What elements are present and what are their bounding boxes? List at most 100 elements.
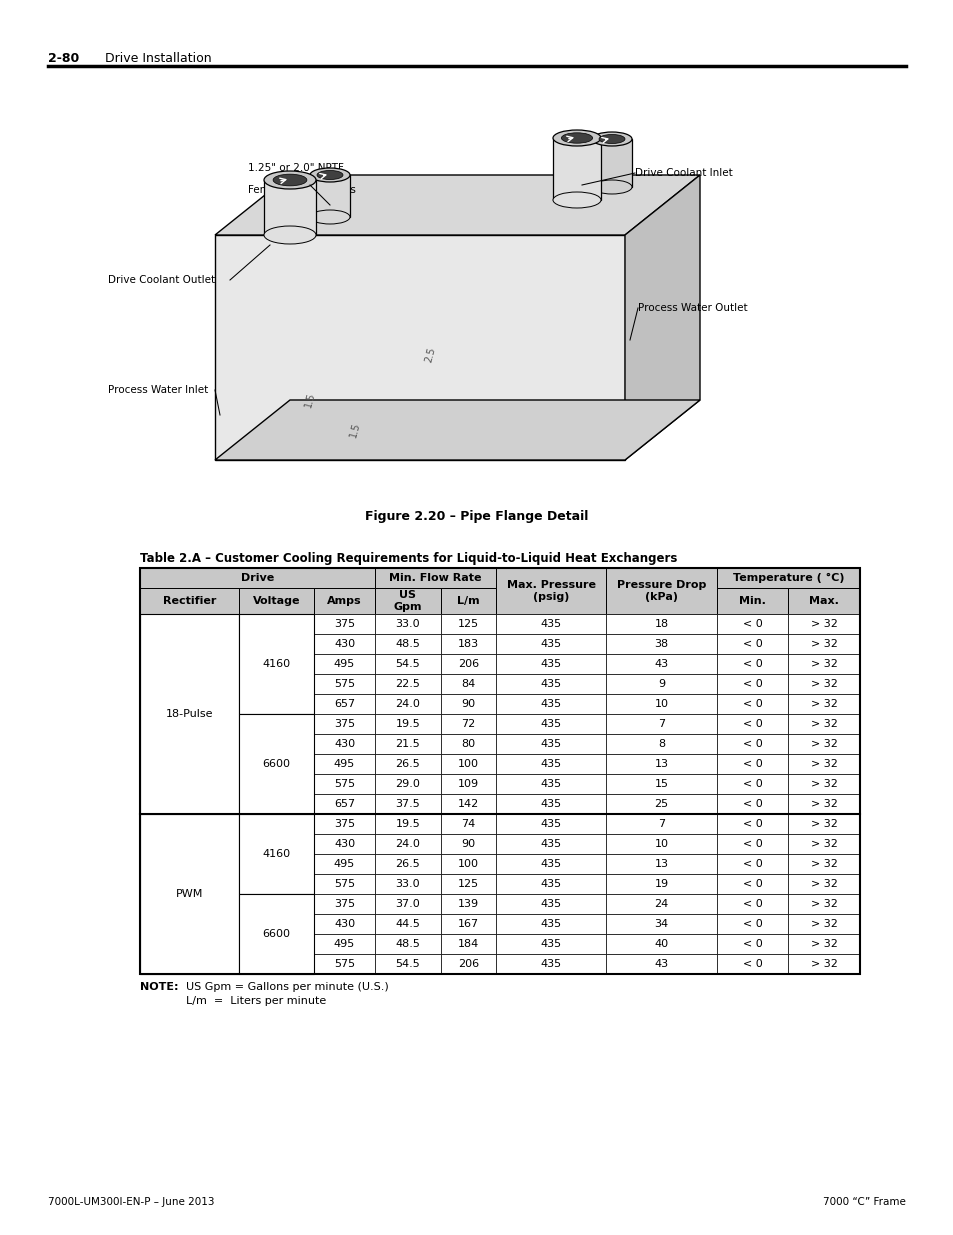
Text: 37.0: 37.0 bbox=[395, 899, 420, 909]
Bar bbox=[375, 914, 440, 934]
Text: Figure 2.20 – Pipe Flange Detail: Figure 2.20 – Pipe Flange Detail bbox=[365, 510, 588, 522]
Text: 18-Pulse: 18-Pulse bbox=[166, 709, 213, 719]
Bar bbox=[375, 655, 440, 674]
Text: 1.25" or 2.0" NPTF: 1.25" or 2.0" NPTF bbox=[248, 163, 343, 173]
Bar bbox=[239, 894, 314, 914]
Text: > 32: > 32 bbox=[810, 719, 837, 729]
Bar bbox=[606, 634, 716, 655]
Bar bbox=[314, 894, 375, 914]
Text: < 0: < 0 bbox=[741, 939, 761, 948]
Text: 435: 435 bbox=[540, 899, 561, 909]
Bar bbox=[787, 894, 859, 914]
Bar bbox=[239, 614, 314, 634]
Bar bbox=[239, 674, 314, 694]
Bar bbox=[606, 674, 716, 694]
Text: > 32: > 32 bbox=[810, 760, 837, 769]
Text: 38: 38 bbox=[654, 638, 668, 650]
Text: > 32: > 32 bbox=[810, 679, 837, 689]
Bar bbox=[375, 694, 440, 714]
Bar bbox=[787, 755, 859, 774]
Bar bbox=[606, 894, 716, 914]
Text: Table 2.A – Customer Cooling Requirements for Liquid-to-Liquid Heat Exchangers: Table 2.A – Customer Cooling Requirement… bbox=[140, 552, 677, 564]
Bar bbox=[375, 934, 440, 953]
Bar bbox=[496, 894, 606, 914]
Bar bbox=[716, 894, 787, 914]
Bar bbox=[606, 934, 716, 953]
Bar bbox=[239, 814, 314, 894]
Ellipse shape bbox=[264, 170, 315, 189]
Ellipse shape bbox=[264, 226, 315, 245]
Bar bbox=[716, 588, 787, 614]
Text: > 32: > 32 bbox=[810, 819, 837, 829]
Text: 109: 109 bbox=[457, 779, 478, 789]
Bar bbox=[496, 568, 606, 614]
Ellipse shape bbox=[592, 132, 631, 146]
Bar bbox=[140, 794, 239, 814]
Text: > 32: > 32 bbox=[810, 779, 837, 789]
Text: 74: 74 bbox=[461, 819, 476, 829]
Bar bbox=[140, 814, 239, 974]
Text: 375: 375 bbox=[334, 899, 355, 909]
Bar bbox=[440, 814, 496, 834]
Bar bbox=[239, 634, 314, 655]
Text: 430: 430 bbox=[334, 839, 355, 848]
Text: < 0: < 0 bbox=[741, 760, 761, 769]
Text: Max. Pressure
(psig): Max. Pressure (psig) bbox=[506, 580, 595, 601]
Text: 22.5: 22.5 bbox=[395, 679, 420, 689]
Bar bbox=[239, 914, 314, 934]
Bar bbox=[716, 568, 859, 588]
Text: 84: 84 bbox=[461, 679, 476, 689]
Polygon shape bbox=[214, 400, 700, 459]
Text: 435: 435 bbox=[540, 659, 561, 669]
Bar bbox=[314, 794, 375, 814]
Text: 4160: 4160 bbox=[262, 848, 291, 860]
Text: Amps: Amps bbox=[327, 597, 361, 606]
Bar bbox=[314, 874, 375, 894]
Text: Min.: Min. bbox=[739, 597, 765, 606]
Text: 657: 657 bbox=[334, 799, 355, 809]
Text: 435: 435 bbox=[540, 860, 561, 869]
Text: 43: 43 bbox=[654, 659, 668, 669]
Text: < 0: < 0 bbox=[741, 679, 761, 689]
Text: 575: 575 bbox=[334, 779, 355, 789]
Bar bbox=[496, 794, 606, 814]
Bar bbox=[496, 953, 606, 974]
Text: 33.0: 33.0 bbox=[395, 879, 420, 889]
Ellipse shape bbox=[310, 168, 350, 182]
Text: > 32: > 32 bbox=[810, 879, 837, 889]
Bar bbox=[375, 853, 440, 874]
Text: 435: 435 bbox=[540, 719, 561, 729]
Text: > 32: > 32 bbox=[810, 960, 837, 969]
Bar bbox=[239, 774, 314, 794]
Text: 24.0: 24.0 bbox=[395, 699, 420, 709]
Text: Pressure Drop
(kPa): Pressure Drop (kPa) bbox=[617, 580, 705, 601]
Text: 19.5: 19.5 bbox=[395, 719, 420, 729]
Text: 7000L-UM300I-EN-P – June 2013: 7000L-UM300I-EN-P – June 2013 bbox=[48, 1197, 214, 1207]
Bar bbox=[239, 794, 314, 814]
Bar bbox=[239, 588, 314, 614]
Bar bbox=[314, 834, 375, 853]
Bar bbox=[496, 874, 606, 894]
Text: 26.5: 26.5 bbox=[395, 860, 420, 869]
Bar bbox=[314, 674, 375, 694]
Bar bbox=[496, 734, 606, 755]
Bar bbox=[716, 794, 787, 814]
Bar bbox=[440, 714, 496, 734]
Bar bbox=[606, 853, 716, 874]
Bar bbox=[440, 755, 496, 774]
Text: < 0: < 0 bbox=[741, 819, 761, 829]
Text: Drive Installation: Drive Installation bbox=[105, 52, 212, 65]
Bar bbox=[716, 655, 787, 674]
Text: < 0: < 0 bbox=[741, 719, 761, 729]
Bar bbox=[440, 874, 496, 894]
Bar bbox=[140, 814, 239, 834]
Bar bbox=[606, 834, 716, 853]
Text: 435: 435 bbox=[540, 619, 561, 629]
Bar bbox=[375, 588, 440, 614]
Bar bbox=[787, 934, 859, 953]
Bar bbox=[375, 774, 440, 794]
Bar bbox=[440, 934, 496, 953]
Text: 80: 80 bbox=[461, 739, 476, 748]
Polygon shape bbox=[214, 175, 700, 235]
Bar bbox=[239, 734, 314, 755]
